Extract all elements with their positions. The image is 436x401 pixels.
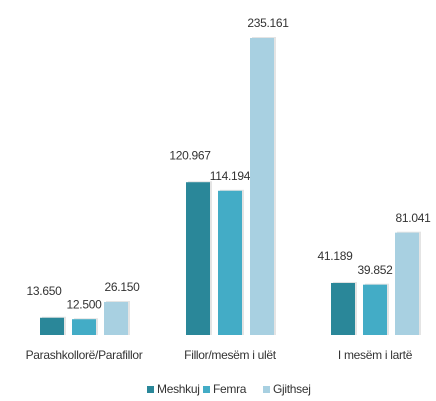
legend-swatch	[203, 386, 210, 393]
legend-swatch	[263, 386, 270, 393]
legend-label: Femra	[213, 382, 247, 396]
legend-label: Meshkuj	[157, 382, 200, 396]
value-label: 120.967	[169, 148, 211, 162]
legend-label: Gjithsej	[273, 382, 311, 396]
bar	[250, 38, 274, 335]
bar	[104, 301, 128, 335]
value-label: 39.852	[358, 263, 394, 277]
value-label: 13.650	[27, 284, 63, 298]
value-label: 114.194	[210, 169, 251, 183]
bar	[72, 319, 96, 335]
value-label: 235.161	[247, 16, 289, 30]
x-tick-label: Parashkollorë/Parafillor	[26, 348, 143, 362]
bar	[363, 284, 387, 335]
value-label: 81.041	[396, 211, 432, 225]
legend-swatch	[147, 386, 154, 393]
bar	[40, 317, 64, 335]
value-label: 41.189	[318, 249, 354, 263]
bar	[218, 190, 242, 335]
bar	[395, 232, 419, 335]
value-label: 26.150	[105, 280, 141, 294]
value-label: 12.500	[67, 297, 103, 311]
bar	[331, 282, 355, 335]
x-tick-label: Fillor/mesëm i ulët	[184, 348, 277, 362]
x-tick-label: I mesëm i lartë	[338, 348, 413, 362]
bar	[186, 182, 210, 335]
